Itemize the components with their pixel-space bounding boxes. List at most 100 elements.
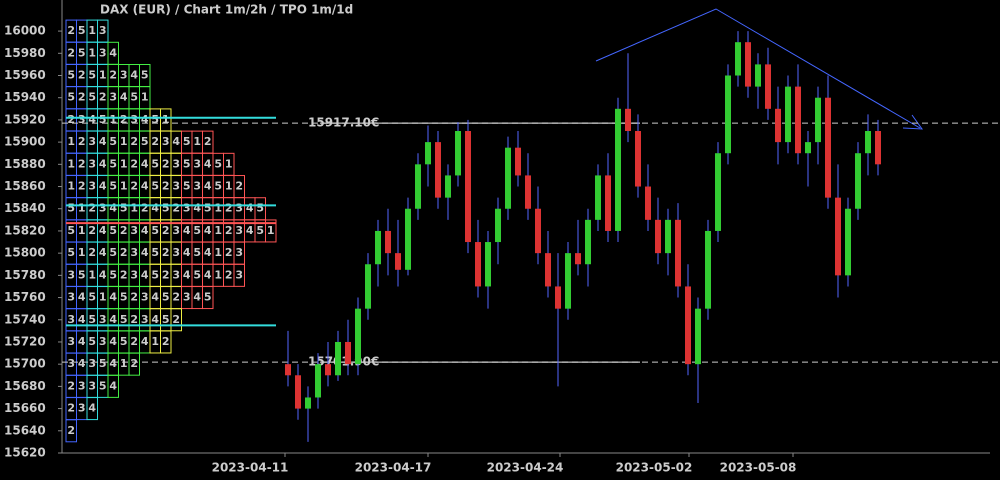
tpo-letter: 1 [99,291,107,304]
tpo-cell [160,330,172,354]
tpo-letter: 5 [162,291,170,304]
tpo-letter: 5 [88,91,96,104]
candle-body [695,308,701,365]
tpo-letter: 2 [67,402,75,415]
candle-body [375,230,381,265]
candle-body [595,175,601,220]
tpo-letter: 5 [99,113,107,126]
candle-body [715,153,721,231]
tpo-letter: 1 [193,135,201,148]
tpo-letter: 1 [225,157,233,170]
y-tick-label: 15840 [4,201,46,215]
tpo-letter: 5 [193,268,201,281]
tpo-letter: 2 [120,268,128,281]
tpo-cell [202,286,214,310]
tpo-letter: 1 [214,224,222,237]
y-tick-label: 15800 [4,246,46,260]
candle-body [825,97,831,198]
tpo-letter: 5 [151,268,159,281]
tpo-cell [170,308,182,332]
tpo-letter: 4 [193,202,201,215]
candle-body [525,175,531,209]
tpo-cell [128,352,140,376]
tpo-letter: 5 [120,202,128,215]
tpo-letter: 3 [130,246,138,259]
tpo-letter: 2 [162,335,170,348]
tpo-letter: 2 [130,313,138,326]
tpo-letter: 2 [120,246,128,259]
candle-body [435,142,441,198]
tpo-letter: 2 [130,291,138,304]
tpo-letter: 5 [183,180,191,193]
y-tick-label: 15940 [4,90,46,104]
tpo-letter: 2 [130,180,138,193]
tpo-letter: 4 [141,335,149,348]
tpo-letter: 5 [130,91,138,104]
tpo-letter: 1 [141,91,149,104]
tpo-letter: 5 [214,157,222,170]
y-tick-label: 16000 [4,24,46,38]
tpo-letter: 4 [109,335,117,348]
candle-body [765,64,771,109]
candle-body [735,42,741,76]
tpo-letter: 2 [204,135,212,148]
tpo-letter: 3 [99,24,107,37]
tpo-letter: 2 [130,335,138,348]
x-tick-label: 2023-04-24 [487,461,564,475]
tpo-letter: 4 [141,180,149,193]
tpo-letter: 4 [183,246,191,259]
tpo-letter: 4 [246,224,254,237]
tpo-letter: 1 [109,113,117,126]
tpo-letter: 4 [99,157,107,170]
tpo-letter: 5 [109,180,117,193]
tpo-letter: 1 [130,202,138,215]
candle-body [575,253,581,265]
candle-body [745,42,751,87]
tpo-letter: 3 [88,357,96,370]
tpo-letter: 5 [193,224,201,237]
tpo-letter: 1 [78,246,86,259]
candle-body [465,131,471,243]
tpo-letter: 2 [120,113,128,126]
tpo-letter: 4 [78,335,86,348]
candle-body [775,108,781,143]
tpo-letter: 4 [193,291,201,304]
tpo-letter: 1 [214,246,222,259]
tpo-letter: 4 [99,268,107,281]
candle-body [535,208,541,254]
candle-body [815,97,821,143]
tpo-letter: 2 [88,224,96,237]
tpo-letter: 3 [78,379,86,392]
tpo-letter: 5 [88,291,96,304]
candle-body [345,341,351,365]
tpo-letter: 2 [67,46,75,59]
tpo-letter: 5 [67,224,75,237]
tpo-letter: 3 [193,180,201,193]
tpo-letter: 4 [120,91,128,104]
tpo-letter: 3 [172,157,180,170]
tpo-letter: 5 [99,357,107,370]
y-tick-label: 15660 [4,401,46,415]
tpo-letter: 2 [235,180,243,193]
tpo-letter: 3 [99,202,107,215]
y-tick-label: 15960 [4,68,46,82]
candle-body [355,308,361,365]
tpo-letter: 3 [67,335,75,348]
candle-body [405,208,411,270]
candle-body [665,219,671,254]
candle-body [545,253,551,287]
tpo-letter: 4 [109,357,117,370]
tpo-letter: 5 [120,313,128,326]
x-tick-label: 2023-05-08 [720,461,797,475]
tpo-letter: 5 [88,69,96,82]
tpo-letter: 3 [141,291,149,304]
candle-body [285,364,291,376]
tpo-letter: 1 [267,224,275,237]
tpo-cell [107,374,119,398]
tpo-letter: 3 [130,224,138,237]
y-tick-label: 15780 [4,268,46,282]
y-tick-label: 15700 [4,357,46,371]
candle-body [855,153,861,209]
candle-body [425,142,431,165]
